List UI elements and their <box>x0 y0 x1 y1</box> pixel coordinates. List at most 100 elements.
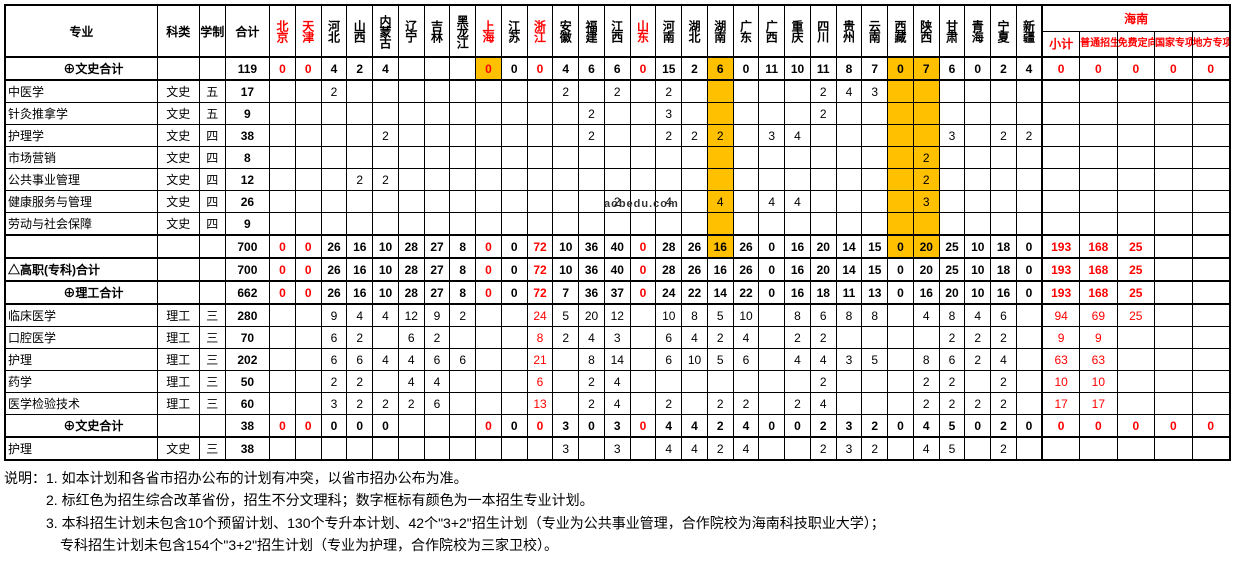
value-cell: 3 <box>939 125 965 147</box>
value-cell: 2 <box>321 371 347 393</box>
col-province: 湖南 <box>707 5 733 57</box>
value-cell <box>888 147 914 169</box>
total-cell: 38 <box>225 437 270 460</box>
value-cell: 10 <box>965 235 991 258</box>
col-province: 宁夏 <box>991 5 1017 57</box>
value-cell: 0 <box>527 57 553 80</box>
value-cell <box>759 393 785 415</box>
value-cell: 2 <box>785 393 811 415</box>
value-cell <box>450 191 476 213</box>
value-cell: 26 <box>321 281 347 304</box>
value-cell: 4 <box>759 191 785 213</box>
value-cell: 12 <box>398 304 424 327</box>
value-cell: 2 <box>991 415 1017 438</box>
value-cell <box>579 169 605 191</box>
hainan-cell <box>1155 125 1192 147</box>
value-cell: 8 <box>836 57 862 80</box>
col-province: 上海 <box>476 5 502 57</box>
value-cell: 0 <box>888 281 914 304</box>
value-cell: 4 <box>398 371 424 393</box>
value-cell <box>527 103 553 125</box>
value-cell <box>682 213 708 236</box>
value-cell: 6 <box>527 371 553 393</box>
value-cell: 4 <box>733 415 759 438</box>
value-cell <box>579 437 605 460</box>
value-cell: 4 <box>373 57 399 80</box>
value-cell <box>295 304 321 327</box>
value-cell <box>836 103 862 125</box>
value-cell: 0 <box>476 281 502 304</box>
value-cell: 0 <box>476 258 502 281</box>
value-cell <box>862 125 888 147</box>
value-cell <box>785 80 811 103</box>
value-cell: 0 <box>630 57 656 80</box>
col-province: 青海 <box>965 5 991 57</box>
value-cell: 0 <box>295 281 321 304</box>
value-cell <box>398 125 424 147</box>
value-cell <box>759 213 785 236</box>
value-cell <box>1016 437 1042 460</box>
value-cell: 2 <box>991 327 1017 349</box>
value-cell: 25 <box>939 258 965 281</box>
value-cell <box>604 169 630 191</box>
footnote-line: 说明：1. 如本计划和各省市招办公布的计划有冲突，以省市招办公布为准。 <box>4 467 1231 489</box>
value-cell <box>1016 191 1042 213</box>
value-cell: 8 <box>579 349 605 371</box>
value-cell: 4 <box>347 304 373 327</box>
value-cell <box>270 169 296 191</box>
value-cell <box>1016 327 1042 349</box>
value-cell: 0 <box>527 415 553 438</box>
value-cell: 2 <box>913 147 939 169</box>
hainan-cell: 0 <box>1192 415 1230 438</box>
value-cell: 8 <box>682 304 708 327</box>
duration-cell <box>199 258 225 281</box>
value-cell <box>862 327 888 349</box>
value-cell <box>656 371 682 393</box>
value-cell <box>1016 349 1042 371</box>
col-province: 重庆 <box>785 5 811 57</box>
value-cell <box>501 327 527 349</box>
duration-cell <box>199 57 225 80</box>
value-cell: 0 <box>1016 258 1042 281</box>
value-cell: 4 <box>913 415 939 438</box>
value-cell <box>733 147 759 169</box>
value-cell <box>373 437 399 460</box>
major-cell: 临床医学 <box>5 304 157 327</box>
value-cell <box>501 169 527 191</box>
hainan-cell: 0 <box>1042 57 1079 80</box>
value-cell <box>759 80 785 103</box>
hainan-cell: 10 <box>1042 371 1079 393</box>
value-cell: 5 <box>707 349 733 371</box>
value-cell <box>476 125 502 147</box>
value-cell <box>604 103 630 125</box>
value-cell <box>630 103 656 125</box>
value-cell <box>295 125 321 147</box>
value-cell <box>424 213 450 236</box>
hainan-cell: 63 <box>1080 349 1117 371</box>
value-cell <box>295 393 321 415</box>
value-cell: 2 <box>604 191 630 213</box>
major-cell: ⊕文史合计 <box>5 57 157 80</box>
value-cell <box>991 103 1017 125</box>
value-cell: 0 <box>501 258 527 281</box>
hainan-cell: 10 <box>1080 371 1117 393</box>
value-cell: 2 <box>810 437 836 460</box>
value-cell <box>347 103 373 125</box>
value-cell: 2 <box>579 393 605 415</box>
value-cell <box>373 213 399 236</box>
value-cell: 10 <box>733 304 759 327</box>
value-cell <box>501 125 527 147</box>
value-cell: 16 <box>347 235 373 258</box>
duration-cell: 三 <box>199 304 225 327</box>
value-cell: 11 <box>759 57 785 80</box>
duration-cell: 四 <box>199 169 225 191</box>
major-cell: 市场营销 <box>5 147 157 169</box>
value-cell: 10 <box>965 258 991 281</box>
value-cell: 4 <box>836 80 862 103</box>
value-cell: 2 <box>450 304 476 327</box>
value-cell <box>888 371 914 393</box>
value-cell: 0 <box>347 415 373 438</box>
value-cell <box>991 169 1017 191</box>
value-cell <box>630 169 656 191</box>
value-cell: 8 <box>862 304 888 327</box>
